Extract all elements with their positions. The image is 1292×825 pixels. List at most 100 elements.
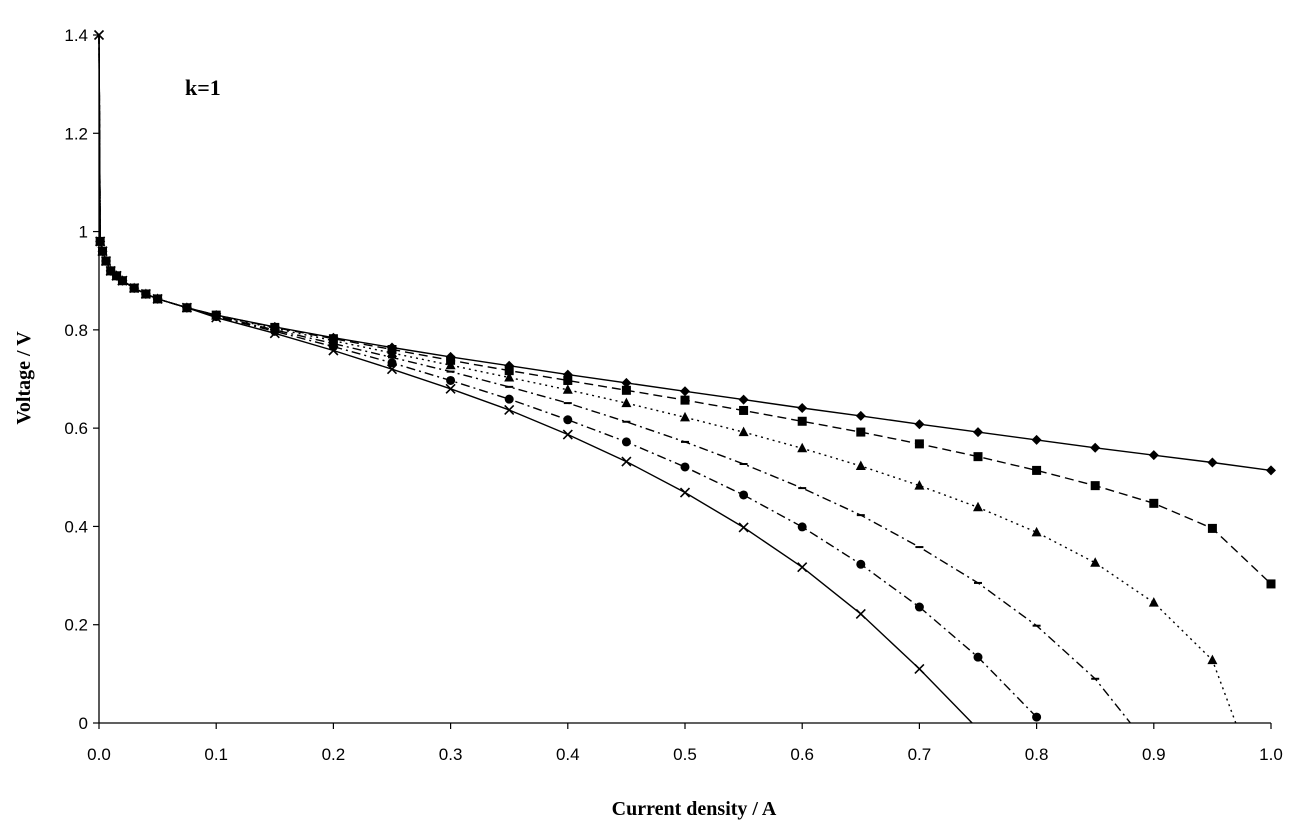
data-point-s6 [855, 608, 866, 619]
data-point-s3 [1090, 557, 1101, 567]
data-point-s1 [855, 410, 866, 421]
data-point-s1 [621, 377, 632, 388]
y-axis-title: Voltage / V [13, 331, 35, 425]
data-point-s1 [797, 402, 808, 413]
data-point-s3 [1207, 654, 1218, 665]
data-point-s2 [1032, 465, 1042, 475]
data-point-s5 [504, 394, 514, 404]
data-point-s2 [1090, 481, 1100, 491]
x-tick-label: 0.2 [322, 745, 346, 764]
data-point-s5 [914, 602, 924, 612]
x-tick-label: 0.4 [556, 745, 580, 764]
data-point-s2 [739, 405, 749, 415]
data-point-s3 [797, 442, 808, 453]
series-markers [93, 29, 1276, 722]
data-point-s3 [1031, 526, 1042, 537]
data-point-s1 [1031, 434, 1042, 445]
data-point-s3 [445, 359, 456, 370]
data-point-s5 [1032, 712, 1042, 722]
y-axis-ticks: 0 0.2 0.4 0.6 0.8 1 1.2 1.4 [64, 26, 99, 733]
y-tick-label: 0.8 [64, 321, 88, 340]
data-point-s2 [563, 375, 573, 385]
data-point-s6 [95, 236, 106, 247]
data-point-s2 [1207, 523, 1217, 533]
data-point-s6 [129, 283, 140, 294]
data-point-s5 [856, 559, 866, 569]
data-point-s2 [856, 427, 866, 437]
data-point-s6 [738, 522, 749, 533]
data-point-s3 [504, 372, 515, 382]
data-point-s3 [680, 411, 690, 422]
data-point-s5 [621, 437, 631, 447]
data-point-s1 [680, 386, 690, 397]
data-point-s5 [739, 490, 749, 500]
data-point-s6 [914, 663, 925, 675]
x-tick-label: 1.0 [1259, 745, 1283, 764]
data-point-s2 [973, 452, 983, 462]
y-tick-label: 1.4 [64, 26, 88, 45]
data-point-s1 [1207, 457, 1218, 468]
series-line-5 [98, 34, 1038, 718]
data-point-s5 [563, 415, 573, 425]
y-tick-label: 0.6 [64, 419, 88, 438]
data-point-s2 [1266, 579, 1276, 589]
data-point-s6 [621, 456, 632, 467]
data-point-s1 [973, 427, 983, 438]
data-point-s2 [504, 366, 514, 376]
data-point-s6 [269, 328, 280, 339]
data-point-s2 [621, 385, 631, 395]
data-point-s1 [914, 419, 925, 430]
x-tick-label: 0.3 [439, 745, 463, 764]
data-point-s6 [140, 288, 151, 300]
k-annotation: k=1 [185, 75, 221, 100]
x-tick-label: 0.7 [908, 745, 932, 764]
data-point-s3 [1148, 597, 1159, 607]
data-point-s6 [504, 404, 515, 416]
data-point-s6 [93, 29, 105, 41]
data-point-s5 [973, 652, 983, 662]
x-tick-label: 0.5 [673, 745, 697, 764]
data-point-s6 [211, 312, 222, 323]
data-point-s6 [562, 429, 573, 440]
data-point-s6 [97, 246, 108, 257]
data-point-s1 [1090, 442, 1101, 453]
data-point-s6 [445, 383, 456, 394]
data-point-s6 [117, 275, 128, 286]
data-point-s6 [181, 302, 192, 313]
x-tick-label: 0.8 [1025, 745, 1049, 764]
data-point-s3 [855, 460, 866, 470]
x-tick-label: 0.1 [204, 745, 228, 764]
y-tick-label: 1 [79, 223, 88, 242]
x-tick-label: 0.6 [790, 745, 814, 764]
data-point-s6 [797, 562, 808, 573]
data-point-s3 [738, 426, 749, 437]
data-point-s3 [621, 397, 632, 408]
data-point-s3 [914, 480, 925, 490]
data-point-s1 [1266, 465, 1276, 476]
data-point-s2 [1149, 498, 1159, 508]
x-axis-ticks: 0.0 0.1 0.2 0.3 0.4 0.5 0.6 0.7 0.8 0.9 1.0 [87, 723, 1283, 764]
y-tick-label: 0.2 [64, 616, 88, 635]
data-point-s2 [914, 439, 924, 449]
data-point-s3 [562, 384, 573, 394]
y-tick-label: 1.2 [64, 124, 88, 143]
data-point-s3 [387, 347, 397, 357]
data-point-s3 [973, 501, 983, 512]
y-tick-label: 0 [79, 714, 88, 733]
data-point-s2 [797, 416, 807, 426]
y-tick-label: 0.4 [64, 517, 88, 536]
data-point-s5 [387, 358, 397, 368]
data-point-s6 [152, 293, 163, 304]
x-axis-title: Current density / A [612, 798, 777, 820]
data-point-s5 [446, 375, 456, 385]
data-point-s5 [680, 462, 690, 472]
data-point-s5 [797, 522, 807, 532]
data-point-s6 [100, 255, 112, 267]
data-point-s1 [1148, 450, 1159, 461]
x-tick-label: 0.0 [87, 745, 111, 764]
data-point-s6 [386, 364, 398, 375]
data-point-s1 [738, 394, 749, 405]
data-point-s2 [680, 395, 690, 405]
